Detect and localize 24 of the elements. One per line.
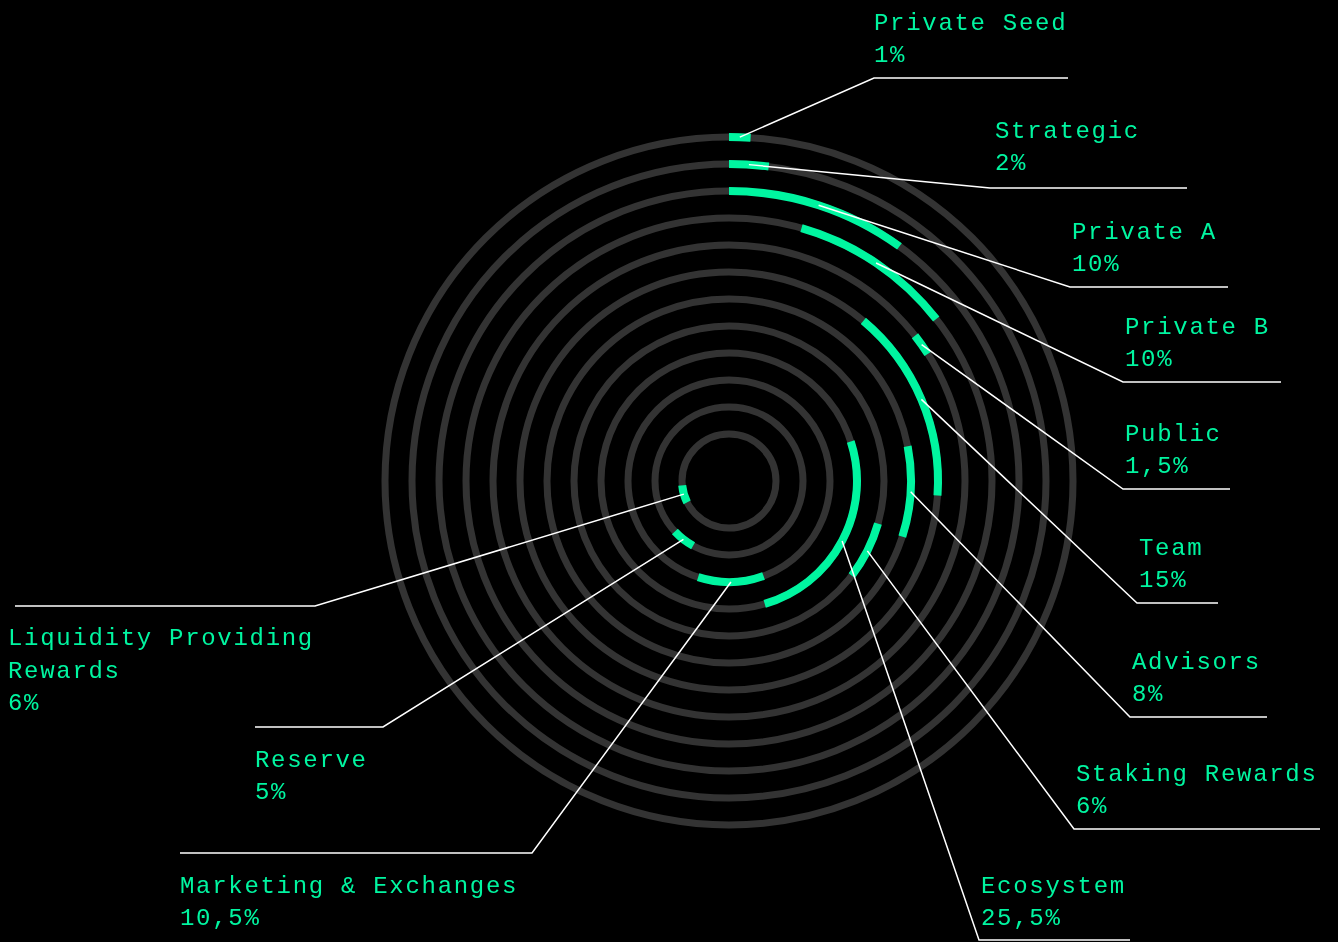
- data-label: 25,5%: [981, 905, 1062, 932]
- data-label: 10%: [1125, 346, 1174, 373]
- data-label: 10,5%: [180, 905, 261, 932]
- category-label: Ecosystem: [981, 873, 1126, 900]
- category-label: Reserve: [255, 747, 368, 774]
- data-label: 6%: [8, 690, 41, 717]
- category-label: Marketing & Exchanges: [180, 873, 519, 900]
- data-label: 6%: [1076, 793, 1109, 820]
- data-label: 1%: [874, 42, 907, 69]
- data-label: 15%: [1139, 567, 1188, 594]
- category-label: Staking Rewards: [1076, 761, 1318, 788]
- category-label: Public: [1125, 421, 1222, 448]
- category-label: Strategic: [995, 118, 1140, 145]
- data-label: 5%: [255, 779, 288, 806]
- data-label: 2%: [995, 150, 1028, 177]
- category-label: Private A: [1072, 219, 1217, 246]
- category-label: Team: [1139, 535, 1204, 562]
- category-label: Private B: [1125, 314, 1270, 341]
- data-label: 8%: [1132, 681, 1165, 708]
- category-label: Liquidity Providing Rewards: [8, 625, 314, 685]
- data-label: 10%: [1072, 251, 1121, 278]
- category-label: Advisors: [1132, 649, 1261, 676]
- category-label: Private Seed: [874, 10, 1068, 37]
- data-label: 1,5%: [1125, 453, 1190, 480]
